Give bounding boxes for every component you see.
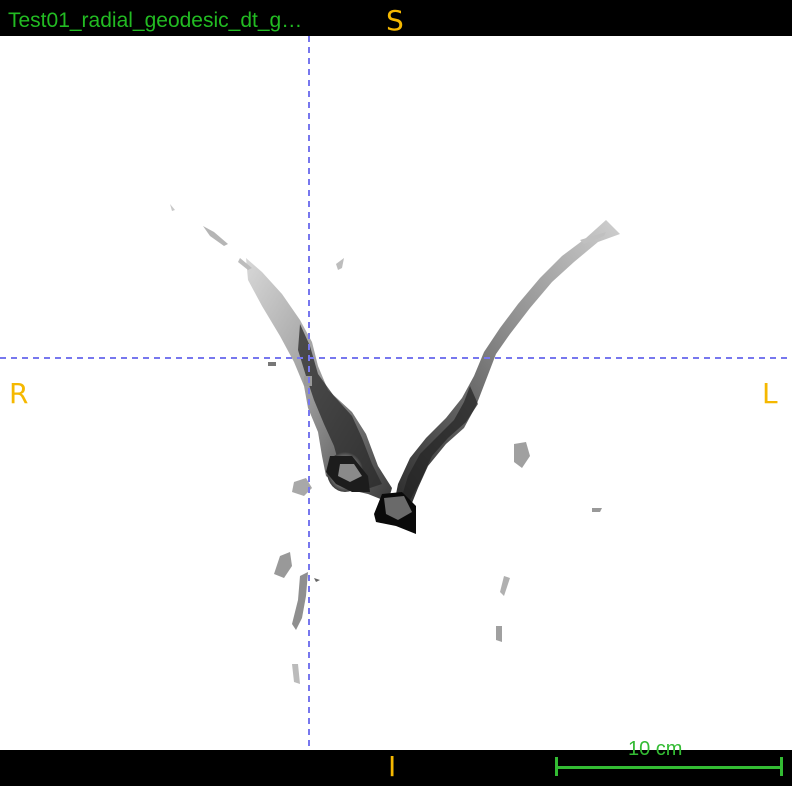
orientation-right-label: R [9,377,29,410]
vessel-apex [326,456,416,534]
vessel-left-branch [170,204,392,502]
orientation-inferior-label: I [388,750,397,783]
orientation-superior-label: S [386,4,404,37]
volume-title: Test01_radial_geodesic_dt_g… [8,9,303,32]
vessel-right-branch [394,220,620,508]
vessel-rendering [0,36,792,750]
scalebar-tick-left [555,757,558,776]
scalebar-line [556,766,782,769]
scalebar-tick-right [780,757,783,776]
orientation-left-label: L [762,377,778,410]
crosshair[interactable] [0,36,792,750]
vessel-fragments [268,258,602,684]
image-canvas[interactable] [0,36,792,750]
scalebar-label: 10 cm [628,738,683,760]
